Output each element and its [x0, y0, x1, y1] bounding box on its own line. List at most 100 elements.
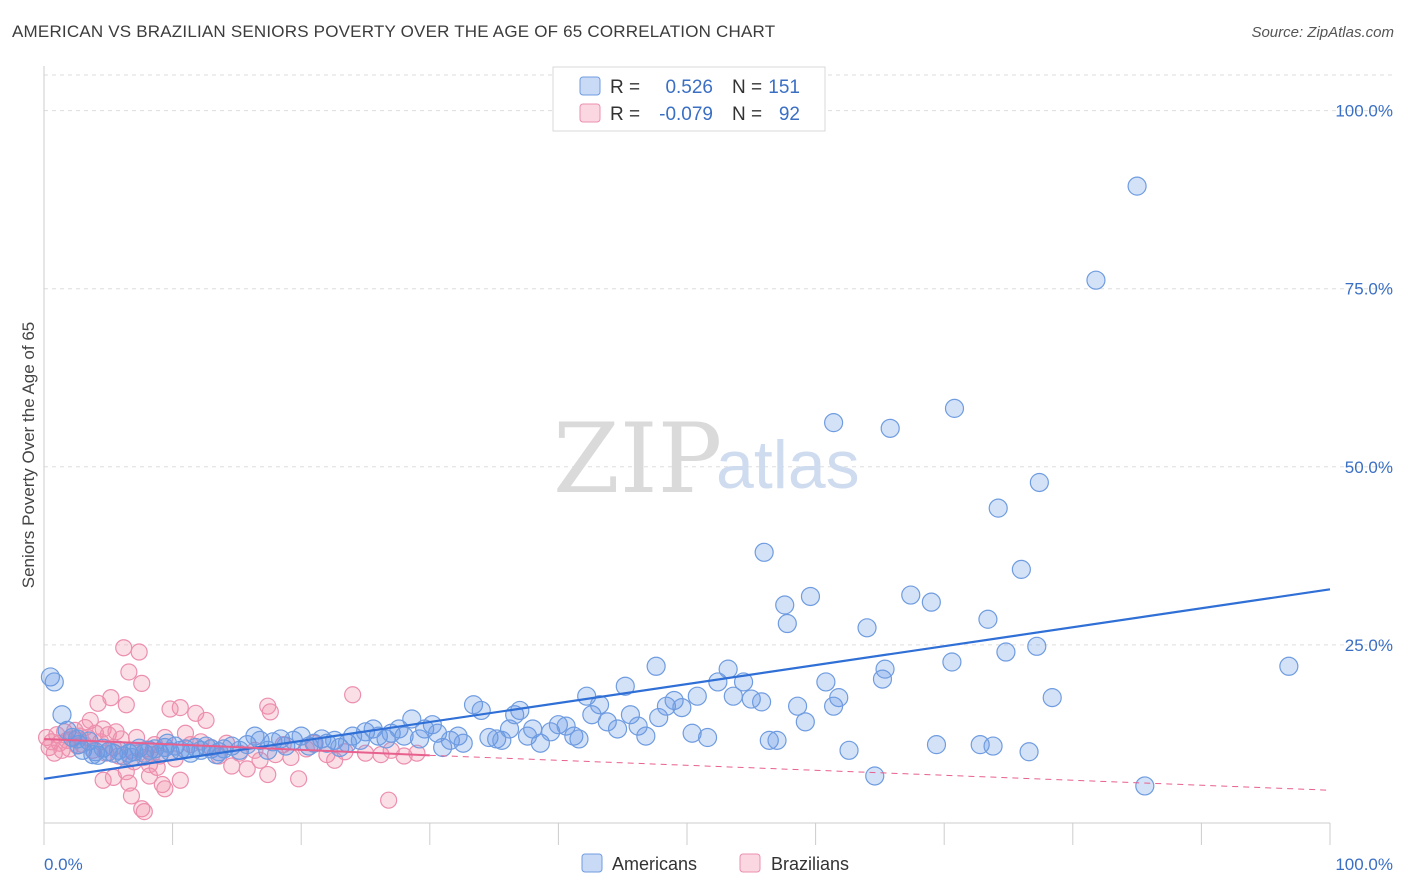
- brazilians-point: [197, 711, 215, 730]
- bottom-legend-swatch-americans: [581, 853, 603, 873]
- americans-point: [1135, 776, 1155, 796]
- americans-point: [839, 740, 859, 760]
- americans-point: [597, 712, 617, 732]
- americans-point: [880, 418, 900, 438]
- americans-point: [795, 712, 815, 732]
- americans-point: [646, 656, 666, 676]
- y-tick-label: 25.0%: [1345, 636, 1393, 655]
- brazilians-point: [238, 760, 256, 778]
- legend-r-label-americans: R =: [610, 77, 640, 98]
- americans-point: [556, 716, 576, 736]
- legend-r-label-brazilians: R =: [610, 104, 640, 125]
- americans-point: [620, 705, 641, 725]
- americans-point: [499, 719, 520, 739]
- americans-point: [697, 727, 718, 748]
- legend-n-value-brazilians: 92: [779, 104, 800, 125]
- americans-point: [988, 498, 1008, 518]
- americans-point: [944, 398, 965, 418]
- brazilians-point: [171, 698, 189, 717]
- legend-n-value-americans: 151: [768, 77, 800, 98]
- americans-trend-line: [43, 588, 1331, 780]
- bottom-legend-americans: Americans: [612, 854, 697, 874]
- americans-point: [865, 766, 885, 786]
- americans-point: [409, 729, 430, 749]
- americans-point: [942, 652, 962, 672]
- brazilians-point: [120, 663, 138, 681]
- chart-title: AMERICAN VS BRAZILIAN SENIORS POVERTY OV…: [12, 22, 776, 41]
- americans-point: [44, 672, 64, 692]
- americans-point: [607, 719, 628, 739]
- americans-point: [800, 586, 821, 607]
- y-axis-label: Seniors Poverty Over the Age of 65: [19, 322, 38, 588]
- watermark-zip: ZIP: [553, 403, 722, 515]
- brazilians-point: [261, 703, 279, 721]
- americans-point: [649, 707, 669, 728]
- y-tick-label: 75.0%: [1345, 280, 1393, 299]
- americans-point: [1027, 636, 1047, 656]
- legend-box: R = 0.526 N = 151 R = -0.079 N = 92: [552, 66, 826, 132]
- brazilians-point: [120, 774, 138, 792]
- americans-point: [1011, 559, 1031, 579]
- americans-point: [636, 726, 656, 746]
- americans-point: [628, 716, 648, 736]
- americans-point: [787, 696, 808, 716]
- brazilians-point: [156, 780, 174, 798]
- americans-point: [615, 676, 635, 696]
- brazilians-point: [259, 765, 277, 784]
- americans-point: [453, 733, 473, 753]
- legend-swatch-americans: [579, 76, 601, 96]
- americans-point: [664, 690, 684, 711]
- americans-point: [687, 686, 707, 706]
- grid-lines: [44, 74, 1394, 646]
- americans-point: [921, 592, 941, 612]
- legend-n-label-brazilians: N =: [732, 104, 762, 125]
- x-tick-label: 0.0%: [44, 855, 83, 874]
- brazilians-point: [251, 751, 269, 769]
- americans-point: [564, 726, 584, 746]
- brazilians-trend-extension: [429, 754, 1331, 791]
- americans-point: [857, 618, 877, 638]
- americans-point: [492, 730, 512, 750]
- trend-lines: [43, 588, 1331, 791]
- bottom-legend-swatch-brazilians: [739, 853, 761, 873]
- bottom-legend: Americans Brazilians: [581, 853, 849, 874]
- americans-point: [978, 609, 998, 629]
- brazilians-point: [130, 643, 148, 661]
- brazilians-point: [290, 770, 308, 788]
- americans-point: [682, 723, 702, 743]
- brazilians-point: [122, 787, 141, 805]
- brazilians-point: [344, 686, 362, 704]
- americans-point: [718, 659, 738, 679]
- brazilians-point: [408, 744, 426, 762]
- brazilians-point: [133, 674, 151, 692]
- legend-r-value-americans: 0.526: [665, 77, 713, 98]
- americans-point: [926, 735, 947, 755]
- americans-point: [754, 542, 774, 562]
- americans-point: [767, 730, 787, 750]
- americans-point: [901, 585, 921, 605]
- americans-point: [1029, 472, 1049, 493]
- brazilians-point: [81, 711, 99, 730]
- bottom-legend-brazilians: Brazilians: [771, 854, 849, 874]
- brazilians-point: [117, 696, 135, 714]
- brazilians-trend-line: [43, 737, 430, 757]
- y-tick-label: 100.0%: [1335, 102, 1393, 121]
- brazilians-point: [395, 747, 413, 765]
- americans-point: [672, 697, 692, 718]
- legend-swatch-brazilians: [579, 103, 601, 123]
- americans-point: [67, 729, 88, 749]
- watermark-atlas: atlas: [716, 427, 860, 503]
- brazilians-point: [133, 800, 151, 818]
- americans-point: [394, 726, 414, 746]
- americans-point: [569, 729, 589, 749]
- americans-point: [589, 695, 610, 715]
- americans-point: [93, 738, 113, 758]
- brazilians-point: [171, 771, 189, 789]
- y-tick-label: 50.0%: [1345, 458, 1393, 477]
- brazilians-point: [104, 768, 123, 787]
- americans-point: [83, 745, 103, 765]
- americans-point: [1127, 176, 1147, 196]
- axes: [43, 66, 1331, 845]
- americans-point: [824, 413, 844, 433]
